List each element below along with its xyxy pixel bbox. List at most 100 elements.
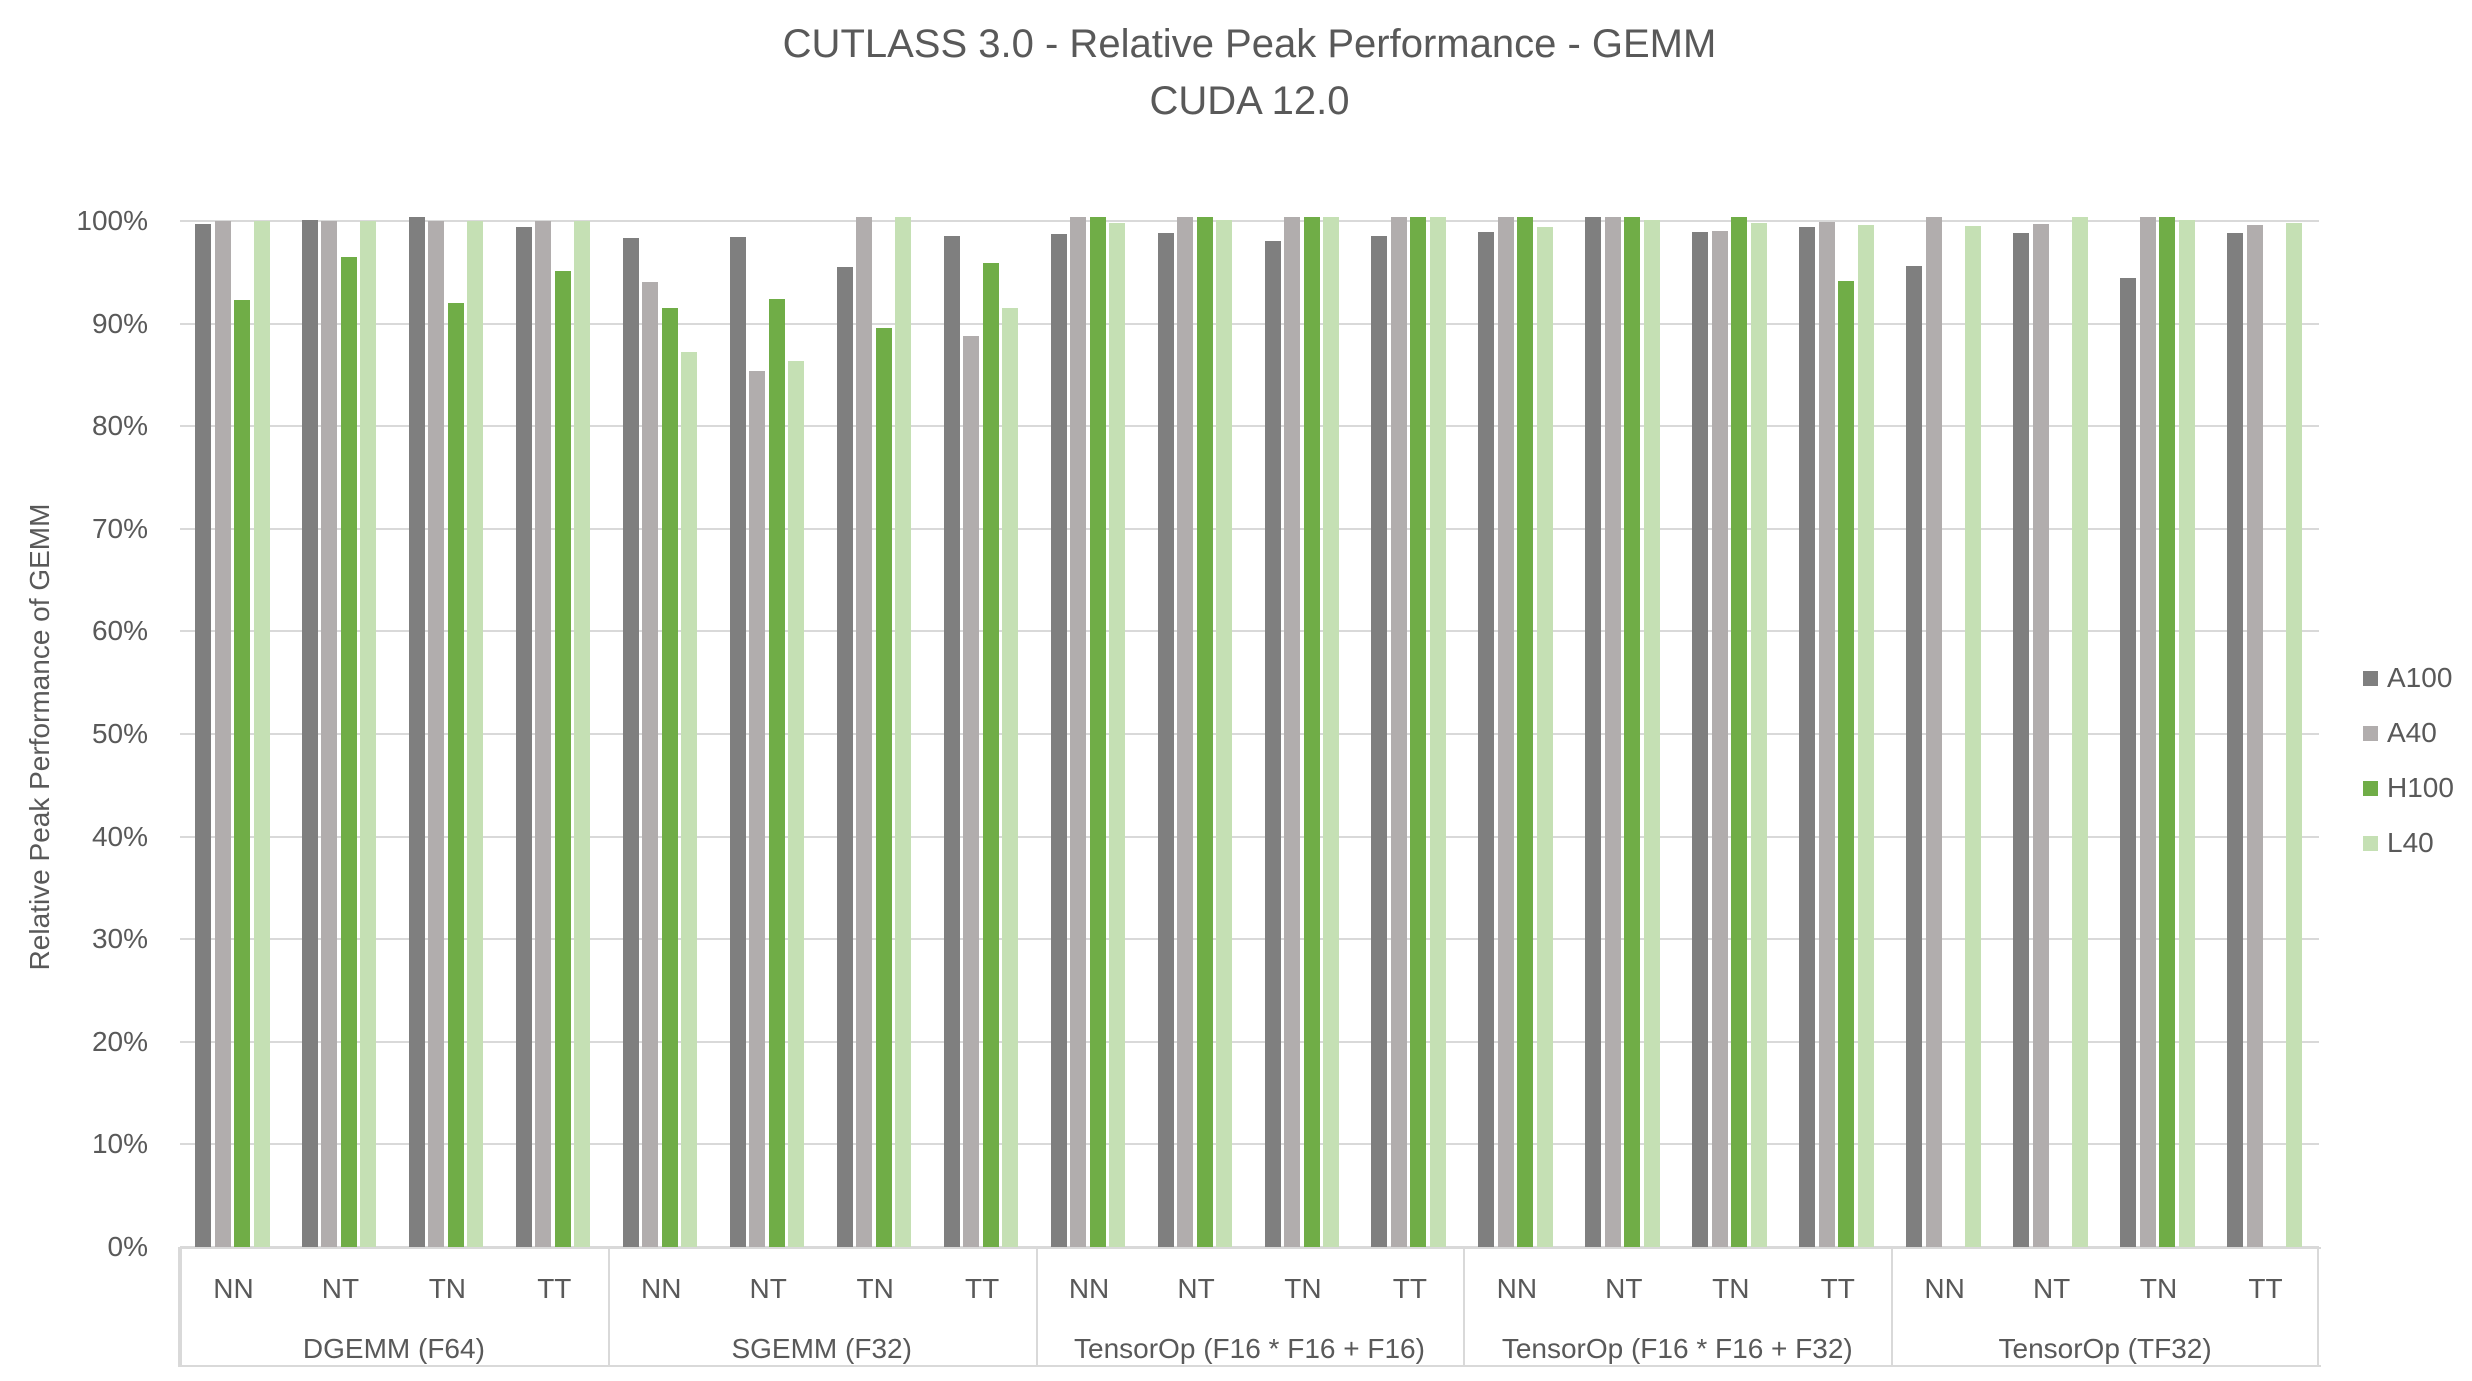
bar-a100-tensorop-f16-f16-f16-nt	[1157, 233, 1174, 1247]
gridline-70	[180, 527, 2319, 530]
bar-l40-sgemm-f32-tt	[1002, 308, 1019, 1247]
bar-l40-tensorop-f16-f16-f16-nn	[1109, 223, 1126, 1247]
x-category-label-tt-group4: TT	[1820, 1273, 1855, 1304]
x-category-label-nt-group2: NT	[749, 1273, 787, 1304]
bar-l40-tensorop-tf32-nt	[2071, 216, 2088, 1247]
bar-a100-tensorop-f16-f16-f32-tn	[1692, 232, 1709, 1247]
bar-a100-sgemm-f32-tn	[836, 267, 853, 1247]
x-category-label-nt-group5: NT	[2032, 1273, 2071, 1304]
legend-swatch-h100	[2363, 780, 2378, 796]
bar-h100-dgemm-f64-tt	[554, 271, 571, 1247]
x-category-label-nt-group4: NT	[1605, 1273, 1643, 1304]
chart-title: CUTLASS 3.0 - Relative Peak Performance …	[180, 16, 2319, 130]
y-tick-label-80: 80%	[91, 410, 148, 442]
bar-l40-sgemm-f32-tn	[895, 216, 912, 1247]
bar-a100-tensorop-f16-f16-f16-nn	[1050, 234, 1067, 1247]
bar-h100-tensorop-f16-f16-f32-nn	[1517, 216, 1534, 1247]
x-axis-group-separator	[2317, 1249, 2319, 1367]
bar-h100-sgemm-f32-nt	[768, 298, 785, 1247]
chart-title-line1: CUTLASS 3.0 - Relative Peak Performance …	[782, 22, 1717, 66]
bar-a100-dgemm-f64-tt	[515, 227, 532, 1247]
bar-h100-tensorop-f16-f16-f32-nt	[1624, 216, 1641, 1247]
bar-a40-tensorop-f16-f16-f16-nt	[1177, 216, 1194, 1247]
bar-l40-tensorop-f16-f16-f32-nt	[1643, 219, 1660, 1247]
bar-h100-tensorop-f16-f16-f32-tn	[1731, 216, 1748, 1247]
bar-h100-tensorop-f16-f16-f16-nt	[1196, 216, 1213, 1247]
legend-swatch-a100	[2363, 670, 2378, 686]
y-tick-label-0: 0%	[107, 1231, 148, 1262]
bar-h100-tensorop-f16-f16-f32-tt	[1838, 280, 1855, 1247]
gridline-10	[180, 1143, 2319, 1146]
bar-a100-tensorop-tf32-tn	[2120, 278, 2137, 1247]
legend-label-a100: A100	[2387, 662, 2453, 693]
bar-a100-tensorop-f16-f16-f32-tt	[1799, 227, 1816, 1247]
bar-a40-tensorop-tf32-nn	[1925, 216, 1942, 1247]
y-tick-label-100: 100%	[76, 205, 148, 236]
x-category-label-tn-group1: TN	[428, 1273, 467, 1304]
gridline-50	[180, 733, 2319, 735]
gridline-60	[180, 630, 2319, 633]
bar-a40-sgemm-f32-tn	[856, 216, 873, 1247]
gridline-100	[180, 220, 2319, 222]
x-category-label-tt-group2: TT	[965, 1273, 1000, 1304]
gridline-30	[180, 938, 2319, 941]
bar-a40-tensorop-tf32-nt	[2032, 224, 2049, 1247]
bar-h100-tensorop-f16-f16-f16-tn	[1303, 216, 1320, 1247]
bar-l40-dgemm-f64-nt	[360, 221, 377, 1247]
bar-l40-sgemm-f32-nn	[681, 352, 698, 1247]
x-category-label-tt-group3: TT	[1392, 1273, 1428, 1304]
legend-item-a100: A100	[2363, 662, 2454, 693]
gridline-40	[180, 835, 2319, 838]
bar-h100-sgemm-f32-nn	[661, 308, 678, 1247]
x-category-label-nn-group2: NN	[641, 1273, 682, 1304]
legend-swatch-a40	[2363, 725, 2378, 741]
bar-a100-tensorop-f16-f16-f32-nt	[1585, 216, 1602, 1247]
x-group-label-4: TensorOp (F16 * F16 + F32)	[1501, 1333, 1853, 1364]
bar-a40-dgemm-f64-tn	[428, 221, 445, 1247]
bar-l40-tensorop-f16-f16-f32-nn	[1536, 227, 1553, 1247]
x-group-label-5: TensorOp (TF32)	[1998, 1333, 2212, 1364]
x-category-label-nt-group1: NT	[321, 1273, 360, 1304]
bar-a40-tensorop-f16-f16-f32-nn	[1497, 216, 1514, 1247]
bar-a100-tensorop-f16-f16-f16-tn	[1264, 240, 1281, 1247]
x-category-label-tn-group4: TN	[1712, 1273, 1750, 1304]
bar-a40-sgemm-f32-nn	[642, 281, 659, 1247]
bar-a40-tensorop-tf32-tt	[2246, 225, 2263, 1247]
bar-l40-tensorop-tf32-tn	[2178, 219, 2195, 1247]
x-category-label-tt-group1: TT	[537, 1273, 572, 1304]
x-axis-group-separator	[1891, 1249, 1894, 1367]
bar-a40-tensorop-f16-f16-f32-nt	[1604, 216, 1621, 1247]
x-category-label-nn-group5: NN	[1924, 1273, 1965, 1304]
bar-a100-sgemm-f32-nn	[622, 238, 639, 1247]
bar-h100-dgemm-f64-nt	[340, 256, 357, 1247]
x-axis-group-separator	[607, 1249, 610, 1367]
bar-h100-dgemm-f64-tn	[447, 303, 464, 1247]
bar-a100-tensorop-tf32-tt	[2227, 233, 2244, 1247]
bar-l40-tensorop-tf32-tt	[2285, 223, 2302, 1247]
bar-l40-tensorop-f16-f16-f16-tn	[1323, 216, 1339, 1247]
bar-a40-tensorop-f16-f16-f32-tn	[1711, 231, 1728, 1247]
bar-a100-dgemm-f64-nt	[301, 219, 318, 1247]
x-axis-group-separator	[180, 1249, 182, 1367]
x-axis-label-area: NN NT TN TT DGEMM (F64) NN NT TN TT SGEMM (F32) NN…	[178, 1247, 2321, 1367]
legend-swatch-l40	[2363, 835, 2378, 851]
bar-h100-sgemm-f32-tn	[875, 327, 892, 1247]
bar-a40-tensorop-f16-f16-f16-nn	[1070, 216, 1087, 1247]
bar-a40-dgemm-f64-tt	[535, 221, 552, 1247]
bar-h100-tensorop-tf32-tn	[2159, 216, 2176, 1247]
gridline-20	[180, 1040, 2319, 1043]
y-tick-label-40: 40%	[91, 820, 148, 852]
bar-l40-sgemm-f32-nt	[788, 360, 805, 1247]
bar-l40-tensorop-f16-f16-f32-tt	[1857, 225, 1874, 1247]
bar-l40-tensorop-tf32-nn	[1964, 226, 1981, 1247]
bar-a40-tensorop-f16-f16-f32-tt	[1818, 222, 1835, 1247]
y-tick-label-10: 10%	[91, 1128, 148, 1160]
legend-item-h100: H100	[2363, 772, 2454, 803]
x-category-label-nt-group3: NT	[1177, 1273, 1215, 1304]
legend: A100 A40 H100 L40	[2363, 662, 2454, 884]
x-category-label-tt-group5: TT	[2248, 1273, 2283, 1304]
x-category-label-nn-group3: NN	[1068, 1273, 1110, 1304]
bar-h100-dgemm-f64-nn	[234, 300, 250, 1247]
x-category-label-tn-group2: TN	[856, 1273, 894, 1304]
